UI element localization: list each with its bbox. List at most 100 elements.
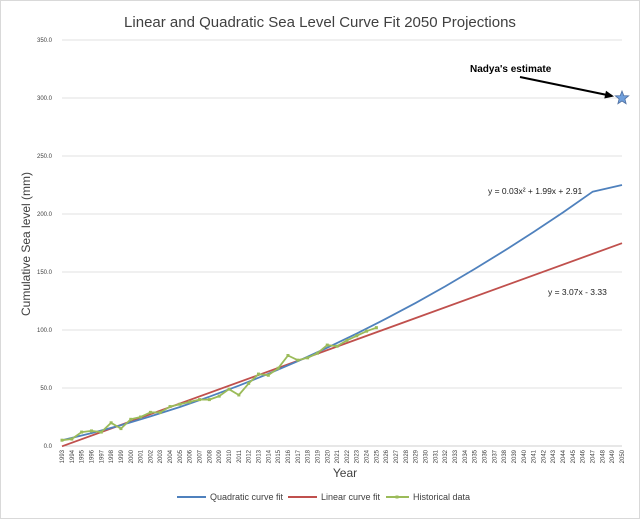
- linear-equation-label: y = 3.07x - 3.33: [548, 287, 607, 297]
- series-layer: [60, 184, 623, 448]
- y-tick-label: 350.0: [37, 38, 53, 44]
- data-point: [80, 430, 84, 434]
- x-tick-label: 2026: [384, 449, 390, 463]
- x-tick-label: 2047: [591, 449, 597, 463]
- data-point: [119, 427, 123, 431]
- x-tick-label: 2002: [148, 449, 154, 463]
- y-tick-label: 50.0: [40, 386, 52, 392]
- x-tick-label: 2018: [306, 449, 312, 463]
- data-point: [247, 381, 251, 385]
- y-tick-label: 150.0: [37, 270, 53, 276]
- x-tick-label: 2001: [139, 449, 145, 463]
- x-tick-label: 1995: [80, 449, 86, 463]
- x-tick-labels: 1993 1994 1995 1996 1997 1998 1999 2000 2001 2002…: [60, 449, 626, 463]
- y-tick-label: 200.0: [37, 212, 53, 218]
- x-tick-label: 2023: [355, 449, 361, 463]
- data-point: [315, 351, 319, 355]
- x-tick-label: 2041: [532, 449, 538, 463]
- x-tick-label: 2014: [266, 449, 272, 463]
- x-tick-label: 2019: [315, 449, 321, 463]
- annotation-arrowhead: [604, 90, 614, 99]
- x-tick-label: 2007: [198, 449, 204, 463]
- data-point: [109, 421, 113, 425]
- data-point: [325, 343, 329, 347]
- grid-layer: [62, 39, 622, 447]
- x-tick-label: 2009: [217, 449, 223, 463]
- x-tick-label: 2037: [492, 449, 498, 463]
- x-tick-label: 2034: [463, 449, 469, 463]
- legend-historical-label: Historical data: [413, 492, 470, 502]
- x-tick-label: 2020: [325, 449, 331, 463]
- x-tick-label: 2038: [502, 449, 508, 463]
- x-tick-label: 2012: [247, 449, 253, 463]
- x-tick-label: 1999: [119, 449, 125, 463]
- data-point: [355, 334, 359, 338]
- x-tick-label: 2024: [365, 449, 371, 463]
- data-point: [139, 415, 143, 419]
- x-tick-label: 2030: [424, 449, 430, 463]
- legend: Quadratic curve fit Linear curve fit His…: [177, 492, 470, 502]
- x-tick-label: 2004: [168, 449, 174, 463]
- x-tick-label: 2045: [571, 449, 577, 463]
- data-point: [198, 398, 202, 402]
- legend-quadratic-label: Quadratic curve fit: [210, 492, 284, 502]
- x-tick-label: 2022: [345, 449, 351, 463]
- y-tick-label: 250.0: [37, 154, 53, 160]
- data-point: [148, 410, 152, 414]
- data-point: [345, 338, 349, 342]
- data-point: [374, 326, 378, 330]
- quadratic-equation-label: y = 0.03x² + 1.99x + 2.91: [488, 186, 583, 196]
- data-point: [256, 372, 260, 376]
- data-point: [60, 438, 64, 442]
- x-tick-label: 2035: [473, 449, 479, 463]
- nadya-estimate-label: Nadya's estimate: [470, 64, 552, 75]
- data-point: [207, 398, 211, 402]
- x-tick-label: 2044: [561, 449, 567, 463]
- x-tick-label: 2013: [256, 449, 262, 463]
- data-point: [158, 410, 162, 414]
- legend-linear-label: Linear curve fit: [321, 492, 381, 502]
- x-tick-label: 2006: [188, 449, 194, 463]
- data-point: [276, 366, 280, 370]
- x-tick-label: 2000: [129, 449, 135, 463]
- data-point: [70, 437, 74, 441]
- series-line-quadratic-curve-fit: [61, 184, 623, 442]
- data-point: [335, 344, 339, 348]
- data-point: [266, 373, 270, 377]
- annotation-arrow: [519, 76, 613, 97]
- x-tick-label: 2042: [541, 449, 547, 463]
- data-point: [129, 417, 133, 421]
- data-point: [296, 358, 300, 362]
- x-tick-label: 2015: [276, 449, 282, 463]
- chart-title: Linear and Quadratic Sea Level Curve Fit…: [124, 14, 516, 31]
- x-tick-label: 2003: [158, 449, 164, 463]
- data-point: [178, 402, 182, 406]
- x-tick-label: 2040: [522, 449, 528, 463]
- x-tick-label: 2036: [482, 449, 488, 463]
- data-point: [306, 356, 310, 360]
- y-tick-label: 100.0: [37, 328, 53, 334]
- x-tick-label: 2031: [433, 449, 439, 463]
- data-point: [217, 394, 221, 398]
- x-tick-label: 1998: [109, 449, 115, 463]
- x-tick-label: 2008: [207, 449, 213, 463]
- y-tick-labels: 0.0 50.0 100.0 150.0 200.0 250.0 300.0 350.0: [37, 38, 53, 450]
- x-axis-title: Year: [333, 466, 357, 480]
- data-point: [168, 405, 172, 409]
- x-tick-label: 2017: [296, 449, 302, 463]
- data-point: [286, 354, 290, 358]
- x-tick-label: 2005: [178, 449, 184, 463]
- data-point: [227, 387, 231, 391]
- x-tick-label: 2039: [512, 449, 518, 463]
- x-tick-label: 2028: [404, 449, 410, 463]
- x-tick-label: 1997: [99, 449, 105, 463]
- x-tick-label: 2029: [414, 449, 420, 463]
- x-tick-label: 2010: [227, 449, 233, 463]
- data-point: [188, 400, 192, 404]
- data-point: [237, 393, 241, 397]
- x-tick-label: 2048: [600, 449, 606, 463]
- legend-historical-marker: [395, 495, 399, 499]
- x-tick-label: 2050: [620, 449, 626, 463]
